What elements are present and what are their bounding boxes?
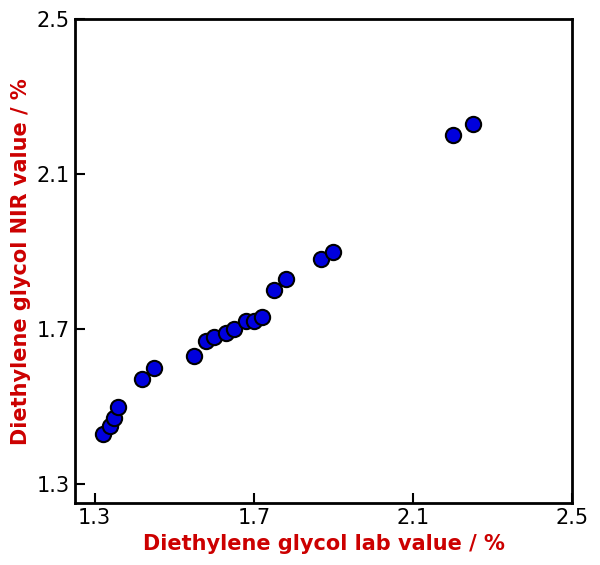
Point bbox=[257, 313, 266, 322]
Point bbox=[317, 255, 326, 264]
Point bbox=[468, 119, 478, 128]
Point bbox=[98, 429, 107, 438]
Point bbox=[241, 317, 251, 326]
Point bbox=[209, 332, 219, 341]
Point bbox=[229, 324, 239, 333]
Point bbox=[448, 131, 458, 140]
Point bbox=[201, 336, 211, 345]
Point bbox=[329, 247, 338, 256]
Point bbox=[106, 421, 115, 431]
Y-axis label: Diethylene glycol NIR value / %: Diethylene glycol NIR value / % bbox=[11, 78, 31, 445]
Point bbox=[113, 402, 123, 411]
Point bbox=[149, 363, 159, 372]
Point bbox=[137, 375, 147, 384]
Point bbox=[221, 328, 231, 337]
Point bbox=[110, 414, 119, 423]
Point bbox=[189, 351, 199, 360]
Point bbox=[281, 274, 290, 283]
X-axis label: Diethylene glycol lab value / %: Diethylene glycol lab value / % bbox=[143, 534, 505, 554]
Point bbox=[249, 317, 259, 326]
Point bbox=[269, 286, 278, 295]
